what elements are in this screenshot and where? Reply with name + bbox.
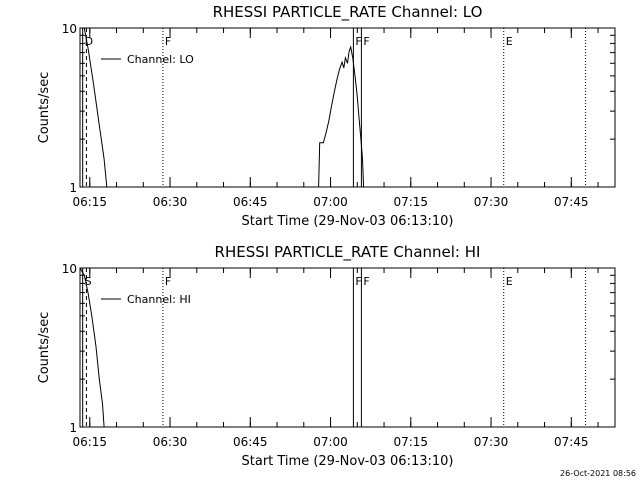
x-tick-label: 07:45 <box>554 195 589 209</box>
y-axis-label: Counts/sec <box>37 72 52 144</box>
x-tick-label: 06:30 <box>153 195 188 209</box>
x-tick-label: 07:00 <box>313 435 348 449</box>
x-tick-label: 07:15 <box>393 195 428 209</box>
y-tick-label: 1 <box>69 181 77 195</box>
event-flag-label: F <box>363 35 369 48</box>
x-tick-label: 07:15 <box>393 435 428 449</box>
legend-label: Channel: HI <box>127 293 191 306</box>
panel-hi: RHESSI PARTICLE_RATE Channel: HI 1 10 Count… <box>37 243 616 469</box>
series-line <box>79 267 105 428</box>
event-flag-label: D <box>85 35 93 48</box>
timestamp-label: 26-Oct-2021 08:56 <box>560 469 636 478</box>
x-tick-label: 07:30 <box>474 195 509 209</box>
chart-title: RHESSI PARTICLE_RATE Channel: HI <box>215 243 481 262</box>
x-tick-label: 07:30 <box>474 435 509 449</box>
event-flag-label: F <box>355 35 361 48</box>
x-tick-label: 06:15 <box>72 195 107 209</box>
event-flag-label: E <box>506 35 513 48</box>
x-tick-label: 06:45 <box>233 195 268 209</box>
y-tick-label: 1 <box>69 421 77 435</box>
chart-title: RHESSI PARTICLE_RATE Channel: LO <box>213 3 483 22</box>
event-flag-label: E <box>506 275 513 288</box>
x-tick-label: 06:45 <box>233 435 268 449</box>
x-axis-label: Start Time (29-Nov-03 06:13:10) <box>242 214 454 229</box>
event-flag-label: S <box>85 275 92 288</box>
x-axis-label: Start Time (29-Nov-03 06:13:10) <box>242 454 454 469</box>
plot-frame <box>79 267 616 428</box>
y-tick-label: 10 <box>62 262 77 276</box>
event-flag-label: F <box>165 275 171 288</box>
y-axis-label: Counts/sec <box>37 312 52 384</box>
x-tick-label: 06:30 <box>153 435 188 449</box>
event-flag-label: F <box>363 275 369 288</box>
series-line <box>80 27 365 188</box>
event-flag-label: F <box>165 35 171 48</box>
x-tick-label: 07:45 <box>554 435 589 449</box>
y-tick-label: 10 <box>62 22 77 36</box>
x-tick-label: 06:15 <box>72 435 107 449</box>
plot-frame <box>79 27 616 188</box>
panel-lo: RHESSI PARTICLE_RATE Channel: LO 1 10 Count… <box>37 3 616 229</box>
legend-label: Channel: LO <box>127 53 194 66</box>
event-flag-label: F <box>355 275 361 288</box>
x-tick-label: 07:00 <box>313 195 348 209</box>
